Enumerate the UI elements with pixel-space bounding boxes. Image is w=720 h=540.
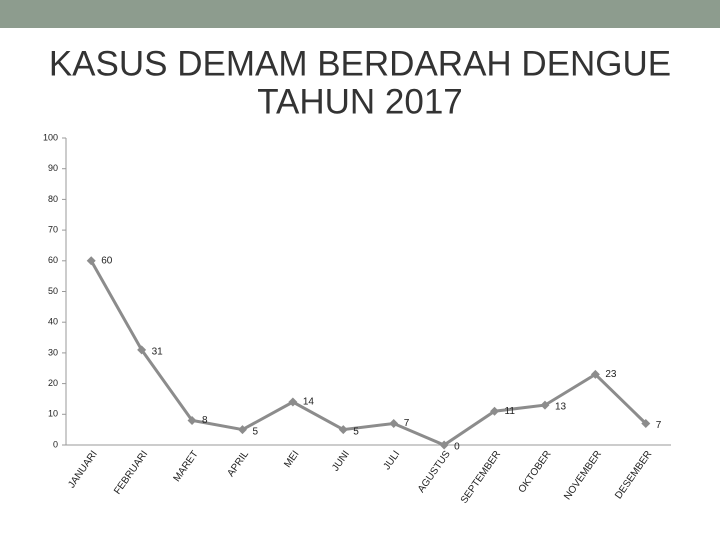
- data-label: 31: [152, 346, 164, 357]
- chart-subtitle: TAHUN 2017: [257, 82, 463, 121]
- x-tick-label: JANUARI: [66, 449, 100, 490]
- y-tick-label: 90: [48, 163, 58, 173]
- data-point: [389, 419, 399, 429]
- data-label: 13: [555, 402, 567, 413]
- y-tick-label: 30: [48, 347, 58, 357]
- y-tick-label: 70: [48, 224, 58, 234]
- y-tick-label: 40: [48, 317, 58, 327]
- x-tick-label: JULI: [382, 449, 403, 472]
- chart-title: KASUS DEMAM BERDARAH DENGUE: [49, 44, 671, 83]
- data-label: 8: [202, 415, 208, 426]
- data-point: [86, 256, 96, 266]
- data-point: [439, 440, 449, 450]
- data-label: 5: [252, 426, 258, 437]
- data-point: [137, 345, 147, 355]
- data-label: 0: [454, 442, 460, 453]
- data-line: [89, 260, 647, 447]
- x-tick-label: AGUSTUS: [416, 449, 453, 495]
- data-label: 11: [505, 406, 516, 417]
- data-point: [540, 400, 550, 410]
- data-point: [237, 425, 247, 435]
- y-tick-label: 60: [48, 255, 58, 265]
- data-label: 5: [353, 426, 359, 437]
- x-tick-label: MARET: [172, 449, 201, 484]
- data-label: 7: [404, 418, 410, 429]
- data-point: [338, 425, 348, 435]
- data-point: [490, 406, 500, 416]
- data-label: 14: [303, 397, 315, 408]
- data-label: 23: [605, 369, 617, 380]
- y-tick-label: 0: [53, 439, 58, 449]
- x-tick-label: DESEMBER: [613, 449, 654, 501]
- data-label: 7: [656, 420, 662, 431]
- y-tick-label: 10: [48, 409, 58, 419]
- data-label: 60: [101, 255, 113, 266]
- data-point: [288, 397, 298, 407]
- top-bar: [0, 0, 720, 28]
- data-point: [590, 369, 600, 379]
- x-tick-label: FEBRUARI: [112, 449, 150, 497]
- y-tick-label: 20: [48, 378, 58, 388]
- x-tick-label: SEPTEMBER: [459, 449, 503, 506]
- y-tick-label: 50: [48, 286, 58, 296]
- x-tick-label: OKTOBER: [517, 449, 554, 495]
- y-tick-label: 100: [43, 132, 58, 142]
- x-tick-label: JUNI: [330, 449, 352, 474]
- x-tick-label: APRIL: [225, 449, 251, 479]
- x-tick-label: MEI: [282, 449, 301, 470]
- data-point: [641, 419, 651, 429]
- y-tick-label: 80: [48, 194, 58, 204]
- data-point: [187, 415, 197, 425]
- x-tick-label: NOVEMBER: [562, 449, 604, 502]
